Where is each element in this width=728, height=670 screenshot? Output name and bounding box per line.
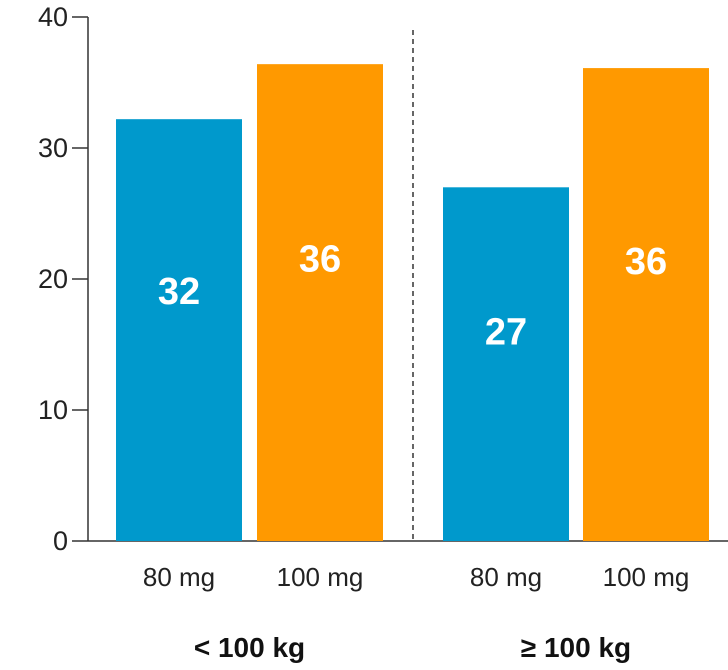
y-tick-label: 30 [38, 133, 68, 163]
y-tick-label: 10 [38, 395, 68, 425]
data-label: 32 [158, 271, 200, 313]
labels: 32 80 mg 36 100 mg < 100 kg 27 80 mg 36 100 mg ≥ … [143, 239, 690, 663]
bar [116, 119, 242, 542]
category-label: 100 mg [603, 562, 690, 592]
group-label: ≥ 100 kg [521, 632, 631, 663]
category-label: 80 mg [143, 562, 215, 592]
y-tick-label: 40 [38, 2, 68, 32]
bars [116, 64, 709, 542]
y-tick-label: 20 [38, 264, 68, 294]
category-label: 80 mg [470, 562, 542, 592]
data-label: 36 [625, 241, 667, 283]
y-tick-label: 0 [53, 526, 68, 556]
bar [257, 64, 383, 541]
bar [443, 187, 569, 542]
group-label: < 100 kg [194, 632, 305, 663]
bar [583, 68, 709, 541]
data-label: 36 [299, 239, 341, 281]
category-label: 100 mg [277, 562, 364, 592]
data-label: 27 [485, 311, 527, 353]
